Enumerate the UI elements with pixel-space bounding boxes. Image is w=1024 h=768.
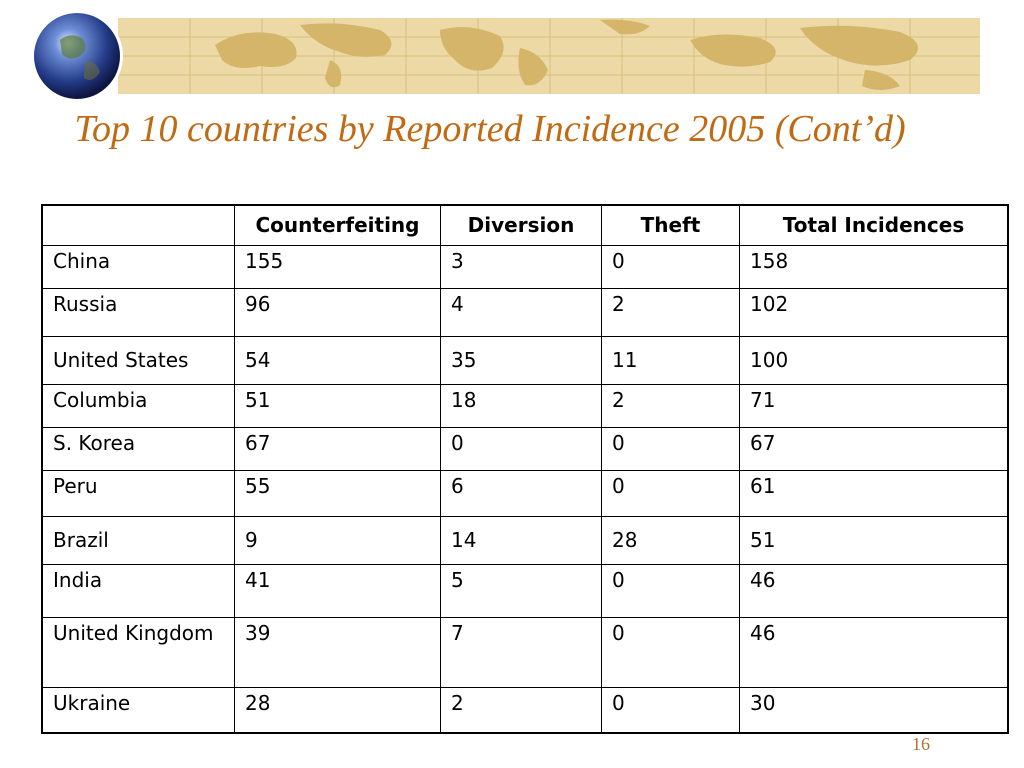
- map-banner: [0, 0, 1024, 110]
- value-cell: 0: [601, 469, 740, 517]
- value-cell: 18: [440, 383, 602, 428]
- country-cell: Brazil: [41, 515, 235, 565]
- value-cell: 0: [601, 616, 740, 688]
- header-cell: Diversion: [440, 204, 602, 246]
- value-cell: 9: [234, 515, 441, 565]
- value-cell: 61: [739, 469, 1009, 517]
- value-cell: 155: [234, 244, 441, 289]
- value-cell: 67: [234, 426, 441, 471]
- header-cell: [41, 204, 235, 246]
- country-cell: S. Korea: [41, 426, 235, 471]
- table-row: Ukraine 28 2 0 30: [41, 686, 1009, 734]
- value-cell: 28: [234, 686, 441, 734]
- value-cell: 46: [739, 616, 1009, 688]
- value-cell: 3: [440, 244, 602, 289]
- country-cell: China: [41, 244, 235, 289]
- value-cell: 51: [234, 383, 441, 428]
- value-cell: 71: [739, 383, 1009, 428]
- table-row: United Kingdom 39 7 0 46: [41, 616, 1009, 688]
- value-cell: 96: [234, 287, 441, 337]
- slide-number: 16: [912, 734, 930, 754]
- world-map-graphic: [31, 10, 980, 102]
- value-cell: 2: [440, 686, 602, 734]
- country-cell: United States: [41, 335, 235, 385]
- country-cell: United Kingdom: [41, 616, 235, 688]
- value-cell: 0: [601, 426, 740, 471]
- table-row: United States 54 35 11 100: [41, 335, 1009, 385]
- value-cell: 41: [234, 563, 441, 618]
- value-cell: 30: [739, 686, 1009, 734]
- value-cell: 35: [440, 335, 602, 385]
- value-cell: 46: [739, 563, 1009, 618]
- table-row: Russia 96 4 2 102: [41, 287, 1009, 337]
- country-cell: Ukraine: [41, 686, 235, 734]
- value-cell: 4: [440, 287, 602, 337]
- header-cell: Total Incidences: [739, 204, 1009, 246]
- value-cell: 5: [440, 563, 602, 618]
- country-cell: Columbia: [41, 383, 235, 428]
- value-cell: 0: [440, 426, 602, 471]
- value-cell: 102: [739, 287, 1009, 337]
- value-cell: 39: [234, 616, 441, 688]
- country-cell: Peru: [41, 469, 235, 517]
- value-cell: 14: [440, 515, 602, 565]
- value-cell: 158: [739, 244, 1009, 289]
- value-cell: 6: [440, 469, 602, 517]
- value-cell: 55: [234, 469, 441, 517]
- table-row: Peru 55 6 0 61: [41, 469, 1009, 517]
- value-cell: 0: [601, 686, 740, 734]
- value-cell: 2: [601, 383, 740, 428]
- table-row: Columbia 51 18 2 71: [41, 383, 1009, 428]
- incidence-table: Counterfeiting Diversion Theft Total Inc…: [41, 204, 1009, 734]
- value-cell: 51: [739, 515, 1009, 565]
- country-cell: Russia: [41, 287, 235, 337]
- country-cell: India: [41, 563, 235, 618]
- value-cell: 0: [601, 244, 740, 289]
- table-header-row: Counterfeiting Diversion Theft Total Inc…: [41, 204, 1009, 246]
- value-cell: 67: [739, 426, 1009, 471]
- table-row: India 41 5 0 46: [41, 563, 1009, 618]
- table-row: Brazil 9 14 28 51: [41, 515, 1009, 565]
- value-cell: 28: [601, 515, 740, 565]
- slide-title: Top 10 countries by Reported Incidence 2…: [74, 108, 906, 150]
- value-cell: 2: [601, 287, 740, 337]
- value-cell: 100: [739, 335, 1009, 385]
- header-cell: Theft: [601, 204, 740, 246]
- header-cell: Counterfeiting: [234, 204, 441, 246]
- table-row: China 155 3 0 158: [41, 244, 1009, 289]
- value-cell: 54: [234, 335, 441, 385]
- value-cell: 11: [601, 335, 740, 385]
- globe-icon: [31, 10, 123, 102]
- value-cell: 0: [601, 563, 740, 618]
- table-row: S. Korea 67 0 0 67: [41, 426, 1009, 471]
- value-cell: 7: [440, 616, 602, 688]
